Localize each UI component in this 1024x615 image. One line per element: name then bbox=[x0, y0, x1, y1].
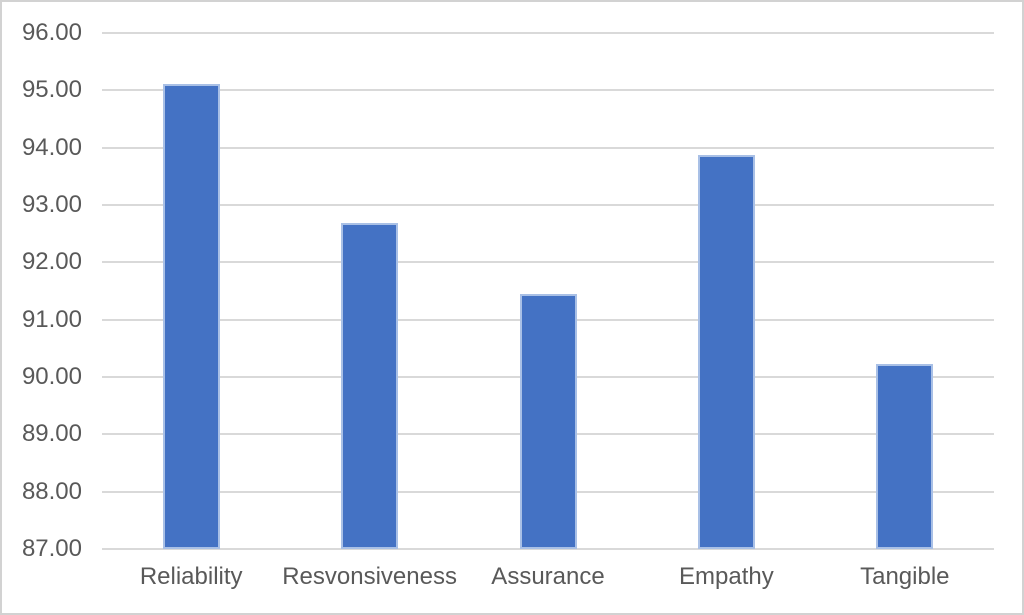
y-axis-tick-label: 92.00 bbox=[21, 248, 82, 276]
gridline bbox=[102, 146, 994, 149]
gridline bbox=[102, 32, 994, 34]
x-axis-category-label: Empathy bbox=[679, 563, 774, 590]
gridline bbox=[102, 89, 994, 92]
x-axis-category-label: Reliability bbox=[139, 563, 243, 590]
gridline bbox=[102, 204, 994, 206]
gridline bbox=[102, 261, 994, 264]
bar-assurance bbox=[519, 293, 577, 549]
y-axis-tick-label: 95.00 bbox=[21, 76, 82, 104]
y-axis-tick-label: 88.00 bbox=[21, 477, 82, 505]
plot-area bbox=[102, 32, 994, 550]
gridline bbox=[102, 548, 994, 550]
x-axis-category-label: Resvonsiveness bbox=[282, 563, 457, 590]
bar-reliability bbox=[162, 84, 220, 549]
y-axis-tick-label: 93.00 bbox=[21, 191, 82, 218]
bar-tangible bbox=[876, 363, 934, 549]
bar-empathy bbox=[697, 155, 755, 549]
x-axis-category-label: Assurance bbox=[491, 563, 605, 590]
y-axis-tick-label: 89.00 bbox=[21, 420, 82, 448]
x-axis-category-label: Tangible bbox=[860, 563, 950, 590]
y-axis-tick-label: 94.00 bbox=[21, 133, 82, 161]
y-axis-tick-label: 91.00 bbox=[21, 305, 82, 333]
y-axis-tick-label: 87.00 bbox=[21, 535, 82, 562]
y-axis-tick-label: 90.00 bbox=[21, 363, 82, 390]
y-axis-tick-label: 96.00 bbox=[21, 19, 82, 46]
bar-resvonsiveness bbox=[341, 222, 399, 549]
